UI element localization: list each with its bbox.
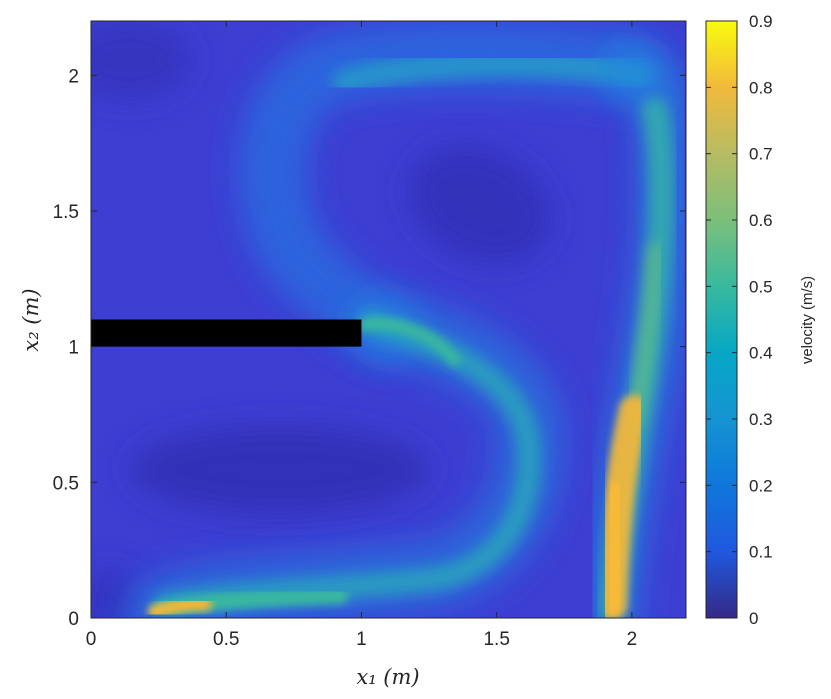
colorbar-tick-label: 0.3 — [749, 410, 773, 429]
right-wall-jet-peak — [599, 482, 631, 613]
colorbar-tick-label: 0 — [749, 609, 758, 628]
x-tick-label: 1 — [356, 629, 367, 650]
wall-obstacle — [91, 319, 362, 347]
y-tick-label: 0 — [68, 609, 79, 630]
low-velocity-regions — [91, 21, 552, 618]
obstacle-tip-shear — [359, 317, 461, 366]
x-tick-label: 1.5 — [483, 629, 509, 650]
heatmap-field — [91, 21, 686, 618]
colorbar-tick-label: 0.8 — [749, 78, 773, 97]
top-left-corner-region — [91, 21, 190, 100]
left-jet-peak — [148, 596, 212, 618]
colorbar-axis: 0 0.1 0.2 0.3 0.4 0.5 0.6 0.7 0.8 0.9 — [706, 12, 773, 628]
x-tick-label: 2 — [627, 629, 638, 650]
colorbar-tick-label: 0.7 — [749, 145, 773, 164]
colorbar-label: velocity (m/s) — [799, 276, 816, 364]
y-tick-label: 1.5 — [53, 202, 79, 223]
colorbar-tick-label: 0.1 — [749, 543, 773, 562]
x-axis: 0 0.5 1 1.5 2 — [86, 21, 637, 650]
plot-frame — [90, 20, 687, 619]
y-axis-label: x₂ (m) — [19, 288, 43, 351]
colorbar-tick-label: 0.2 — [749, 476, 773, 495]
colorbar-tick-label: 0.5 — [749, 277, 773, 296]
x-axis-label: x₁ (m) — [356, 665, 419, 689]
colorbar-tick-label: 0.4 — [749, 344, 773, 363]
flow-bands — [125, 21, 686, 618]
colorbar — [706, 21, 737, 618]
y-tick-label: 1 — [68, 338, 79, 359]
colorbar-frame — [705, 20, 738, 619]
colorbar-tick-label: 0.6 — [749, 211, 773, 230]
upper-vortex-core — [408, 145, 552, 265]
y-tick-label: 2 — [68, 66, 79, 87]
x-tick-label: 0.5 — [213, 629, 239, 650]
x-tick-label: 0 — [86, 629, 97, 650]
lower-vortex-core — [130, 425, 430, 515]
y-tick-label: 0.5 — [53, 473, 79, 494]
y-axis: 0 0.5 1 1.5 2 — [53, 66, 686, 630]
colorbar-tick-label: 0.9 — [749, 12, 773, 31]
